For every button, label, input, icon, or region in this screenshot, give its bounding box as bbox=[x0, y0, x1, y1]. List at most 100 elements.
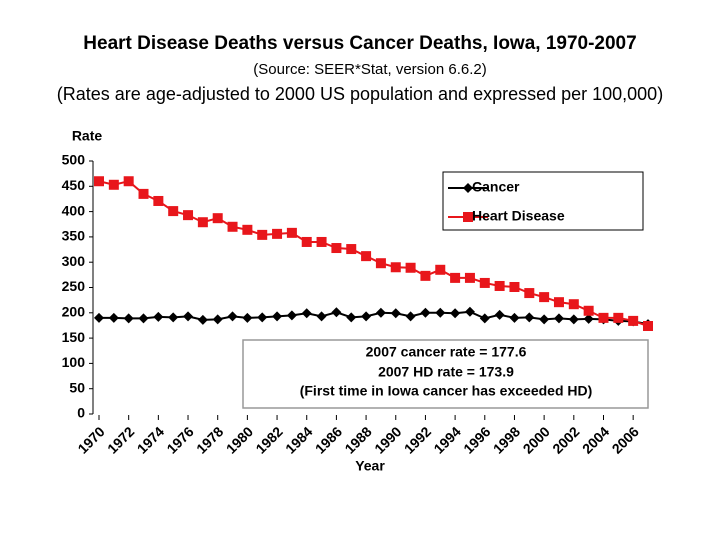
y-tick-label: 50 bbox=[69, 379, 85, 395]
marker bbox=[509, 281, 520, 292]
marker bbox=[598, 312, 609, 323]
marker bbox=[168, 206, 179, 217]
source: (Source: SEER*Stat, version 6.6.2) bbox=[253, 61, 486, 78]
marker bbox=[331, 307, 342, 318]
marker bbox=[361, 311, 372, 322]
legend-box bbox=[442, 171, 644, 231]
marker bbox=[212, 213, 223, 224]
marker bbox=[464, 272, 475, 283]
marker bbox=[272, 228, 283, 239]
marker bbox=[197, 314, 208, 325]
marker bbox=[435, 264, 446, 275]
x-tick-label: 2000 bbox=[520, 423, 553, 456]
x-tick-label: 1970 bbox=[74, 423, 107, 456]
marker bbox=[420, 270, 431, 281]
marker bbox=[183, 311, 194, 322]
marker bbox=[197, 217, 208, 228]
marker bbox=[420, 307, 431, 318]
marker bbox=[524, 312, 535, 323]
marker bbox=[257, 229, 268, 240]
x-tick-label: 1990 bbox=[371, 423, 404, 456]
x-tick-label: 1986 bbox=[312, 423, 345, 456]
marker bbox=[331, 243, 342, 254]
y-tick-label: 100 bbox=[62, 354, 86, 370]
marker bbox=[509, 312, 520, 323]
marker bbox=[153, 195, 164, 206]
marker bbox=[390, 308, 401, 319]
marker bbox=[286, 310, 297, 321]
marker bbox=[568, 314, 579, 325]
annotation: (First time in Iowa cancer has exceeded … bbox=[300, 383, 593, 399]
marker bbox=[375, 258, 386, 269]
marker bbox=[553, 313, 564, 324]
marker bbox=[375, 307, 386, 318]
marker bbox=[568, 299, 579, 310]
marker bbox=[183, 210, 194, 221]
marker bbox=[539, 292, 550, 303]
marker bbox=[123, 176, 134, 187]
marker bbox=[346, 244, 357, 255]
marker bbox=[242, 312, 253, 323]
legend-label: Heart Disease bbox=[472, 208, 565, 224]
annotation: 2007 HD rate = 173.9 bbox=[378, 364, 514, 380]
y-tick-label: 500 bbox=[62, 152, 86, 168]
x-tick-label: 1972 bbox=[104, 423, 137, 456]
marker bbox=[138, 313, 149, 324]
x-tick-label: 2006 bbox=[609, 423, 642, 456]
y-axis-label: Rate bbox=[72, 128, 103, 144]
x-tick-label: 1976 bbox=[163, 423, 196, 456]
marker bbox=[346, 312, 357, 323]
marker bbox=[643, 321, 653, 332]
marker bbox=[450, 272, 461, 283]
y-tick-label: 400 bbox=[62, 202, 86, 218]
y-tick-label: 450 bbox=[62, 177, 86, 193]
marker bbox=[361, 251, 372, 262]
marker bbox=[494, 309, 505, 320]
y-tick-label: 0 bbox=[77, 405, 85, 421]
y-tick-label: 300 bbox=[62, 253, 86, 269]
x-tick-label: 1980 bbox=[223, 423, 256, 456]
legend-marker bbox=[463, 183, 473, 193]
x-tick-label: 1974 bbox=[134, 423, 167, 456]
marker bbox=[628, 315, 639, 326]
marker bbox=[316, 236, 327, 247]
legend-marker bbox=[463, 212, 473, 222]
marker bbox=[435, 307, 446, 318]
marker bbox=[390, 262, 401, 273]
marker bbox=[405, 262, 416, 273]
marker bbox=[479, 277, 490, 288]
marker bbox=[494, 280, 505, 291]
marker bbox=[108, 312, 119, 323]
series-line bbox=[99, 310, 649, 326]
marker bbox=[301, 308, 312, 319]
annotation: 2007 cancer rate = 177.6 bbox=[366, 344, 527, 360]
marker bbox=[123, 313, 134, 324]
y-tick-label: 150 bbox=[62, 329, 86, 345]
marker bbox=[286, 227, 297, 238]
marker bbox=[272, 311, 283, 322]
chart-title: Heart Disease Deaths versus Cancer Death… bbox=[83, 33, 636, 54]
marker bbox=[539, 314, 550, 325]
x-tick-label: 1984 bbox=[282, 423, 315, 456]
marker bbox=[168, 312, 179, 323]
subtitle: (Rates are age-adjusted to 2000 US popul… bbox=[57, 84, 663, 104]
marker bbox=[227, 221, 238, 232]
marker bbox=[227, 311, 238, 322]
x-tick-label: 1996 bbox=[460, 423, 493, 456]
x-tick-label: 1988 bbox=[341, 423, 374, 456]
marker bbox=[479, 313, 490, 324]
y-tick-label: 350 bbox=[62, 228, 86, 244]
marker bbox=[108, 179, 119, 190]
marker bbox=[94, 312, 104, 323]
marker bbox=[138, 188, 149, 199]
x-tick-label: 1998 bbox=[490, 423, 523, 456]
marker bbox=[524, 288, 535, 299]
x-tick-label: 1982 bbox=[252, 423, 285, 456]
marker bbox=[242, 224, 253, 235]
marker bbox=[301, 236, 312, 247]
marker bbox=[212, 314, 223, 325]
marker bbox=[94, 176, 104, 187]
x-tick-label: 2002 bbox=[549, 423, 582, 456]
x-tick-label: 1994 bbox=[431, 423, 464, 456]
